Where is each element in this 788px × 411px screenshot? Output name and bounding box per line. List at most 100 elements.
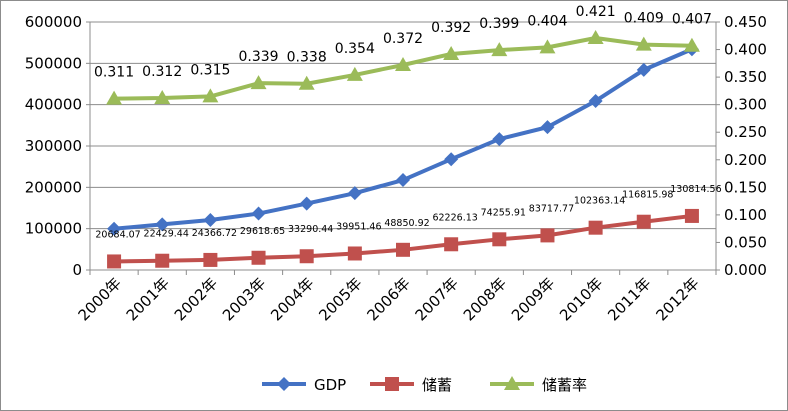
data-label-savings: 102363.14 xyxy=(574,196,625,207)
data-point-square xyxy=(203,252,218,267)
data-point-triangle xyxy=(346,66,363,81)
data-label-savings-rate: 0.354 xyxy=(335,41,375,57)
x-axis-tick-label: 2008年 xyxy=(460,274,510,324)
data-label-savings: 48850.92 xyxy=(384,218,429,229)
x-axis-tick-label: 2005年 xyxy=(315,274,365,324)
legend-marker-square xyxy=(385,377,399,391)
data-point-diamond xyxy=(107,221,122,236)
data-label-savings-rate: 0.399 xyxy=(479,16,519,32)
data-point-triangle xyxy=(106,90,123,105)
right-axis-tick-label: 0.000 xyxy=(724,261,767,279)
right-axis-tick-label: 0.400 xyxy=(724,41,767,59)
left-axis-tick-label: 500000 xyxy=(25,54,82,72)
data-point-triangle xyxy=(587,29,604,44)
x-axis-tick-label: 2002年 xyxy=(171,274,221,324)
right-axis-tick-label: 0.150 xyxy=(724,178,767,196)
data-point-triangle xyxy=(491,42,508,57)
data-label-savings-rate: 0.404 xyxy=(527,13,567,29)
data-point-diamond xyxy=(588,93,603,108)
data-point-square xyxy=(636,214,651,229)
data-label-savings-rate: 0.421 xyxy=(576,4,616,20)
data-point-triangle xyxy=(154,90,171,105)
data-label-savings-rate: 0.311 xyxy=(94,65,134,81)
data-label-savings: 24366.72 xyxy=(192,228,237,239)
legend-marker-diamond xyxy=(277,377,291,391)
right-axis-tick-label: 0.450 xyxy=(724,13,767,31)
data-point-diamond xyxy=(492,132,507,147)
x-axis-tick-label: 2004年 xyxy=(267,274,317,324)
data-label-savings-rate: 0.315 xyxy=(190,62,230,78)
left-axis-tick-label: 0 xyxy=(72,261,82,279)
data-label-savings-rate: 0.338 xyxy=(287,50,327,66)
right-axis-tick-label: 0.350 xyxy=(724,68,767,86)
data-point-diamond xyxy=(540,120,555,135)
data-point-triangle xyxy=(539,39,556,54)
right-axis-tick-label: 0.050 xyxy=(724,233,767,251)
data-point-square xyxy=(155,253,170,268)
data-point-triangle xyxy=(635,36,652,51)
data-point-diamond xyxy=(251,206,266,221)
left-axis-tick-label: 300000 xyxy=(25,137,82,155)
right-axis-tick-label: 0.100 xyxy=(724,206,767,224)
right-axis-tick-label: 0.200 xyxy=(724,151,767,169)
data-point-triangle xyxy=(683,37,700,52)
data-point-triangle xyxy=(202,88,219,103)
data-point-square xyxy=(396,242,410,257)
left-axis-tick-label: 100000 xyxy=(25,220,82,238)
data-point-square xyxy=(444,237,459,252)
data-label-savings: 130814.56 xyxy=(670,184,721,195)
data-label-savings: 29618.65 xyxy=(240,226,285,237)
x-axis-tick-label: 2007年 xyxy=(412,274,462,324)
data-point-diamond xyxy=(444,152,459,167)
x-axis-tick-label: 2000年 xyxy=(75,274,125,324)
legend-label-triangle: 储蓄率 xyxy=(542,376,587,394)
x-axis-tick-label: 2003年 xyxy=(219,274,269,324)
data-point-square xyxy=(684,208,699,223)
data-point-square xyxy=(251,250,266,265)
data-point-triangle xyxy=(395,56,411,71)
data-point-diamond xyxy=(636,62,651,77)
right-axis-tick-label: 0.250 xyxy=(724,123,767,141)
data-label-savings-rate: 0.409 xyxy=(624,11,664,27)
data-label-savings: 20684.07 xyxy=(95,229,140,240)
left-axis-tick-label: 200000 xyxy=(25,178,82,196)
x-axis-tick-label: 2011年 xyxy=(604,274,654,324)
left-axis-tick-label: 600000 xyxy=(25,13,82,31)
data-label-savings: 83717.77 xyxy=(529,203,574,214)
data-label-savings: 33290.44 xyxy=(288,224,333,235)
data-point-diamond xyxy=(347,186,362,201)
data-point-triangle xyxy=(443,45,460,60)
data-point-square xyxy=(588,220,603,235)
right-axis-tick-label: 0.300 xyxy=(724,96,767,114)
x-axis-tick-label: 2001年 xyxy=(123,274,173,324)
data-point-triangle xyxy=(250,75,267,90)
data-label-savings-rate: 0.372 xyxy=(383,31,423,47)
data-point-square xyxy=(492,232,507,247)
data-label-savings: 74255.91 xyxy=(481,207,526,218)
data-label-savings-rate: 0.407 xyxy=(672,12,712,28)
data-label-savings: 39951.46 xyxy=(336,221,381,232)
data-point-diamond xyxy=(203,212,218,227)
x-axis-tick-label: 2010年 xyxy=(556,274,606,324)
data-label-savings-rate: 0.392 xyxy=(431,20,471,36)
data-point-square xyxy=(540,228,555,243)
data-point-square xyxy=(299,249,314,264)
x-axis-tick-label: 2009年 xyxy=(508,274,558,324)
data-point-diamond xyxy=(299,196,314,211)
legend-label-square: 储蓄 xyxy=(422,376,452,394)
x-axis-tick-label: 2006年 xyxy=(363,274,413,324)
data-label-savings: 22429.44 xyxy=(144,229,189,240)
data-point-square xyxy=(347,246,362,261)
data-label-savings-rate: 0.312 xyxy=(142,64,182,80)
data-point-diamond xyxy=(396,173,410,188)
left-axis-tick-label: 400000 xyxy=(25,96,82,114)
legend-label-diamond: GDP xyxy=(314,376,346,394)
data-label-savings: 116815.98 xyxy=(622,190,673,201)
data-label-savings-rate: 0.339 xyxy=(238,49,278,65)
data-label-savings: 62226.13 xyxy=(432,212,477,223)
data-point-triangle xyxy=(298,75,315,90)
data-point-diamond xyxy=(155,217,170,232)
legend-marker-triangle xyxy=(504,376,520,390)
data-point-square xyxy=(107,254,122,269)
